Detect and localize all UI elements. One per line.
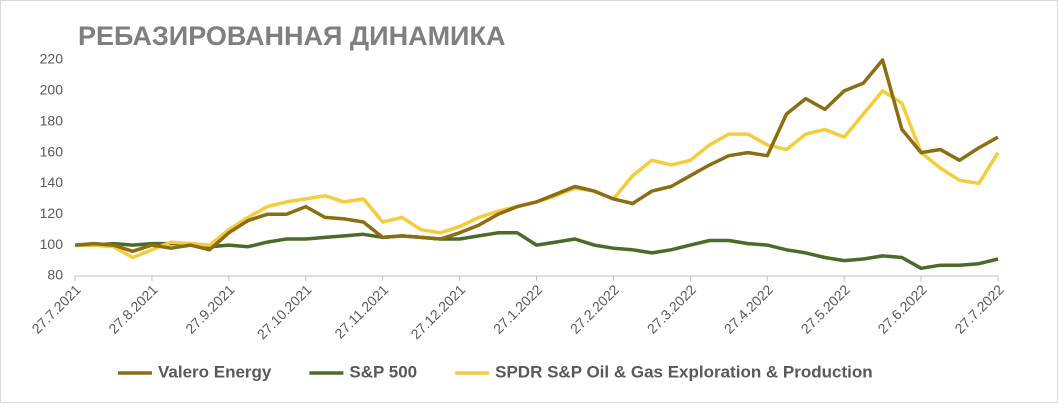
legend-label: Valero Energy	[158, 362, 272, 381]
legend-label: SPDR S&P Oil & Gas Exploration & Product…	[495, 362, 873, 381]
legend-item: SPDR S&P Oil & Gas Exploration & Product…	[455, 362, 873, 381]
y-tick-label: 120	[40, 205, 64, 221]
y-tick-label: 220	[40, 51, 64, 67]
legend-item: S&P 500	[309, 362, 417, 381]
legend-label: S&P 500	[349, 362, 417, 381]
series-line	[74, 58, 999, 254]
y-tick-label: 100	[40, 236, 64, 252]
y-tick-label: 200	[40, 82, 64, 98]
legend-item: Valero Energy	[118, 362, 272, 381]
y-tick-label: 80	[47, 267, 63, 283]
y-tick-label: 140	[40, 174, 64, 190]
chart-title: РЕБАЗИРОВАННАЯ ДИНАМИКА	[78, 21, 505, 51]
series-line	[75, 231, 999, 271]
y-tick-label: 160	[40, 143, 64, 159]
y-tick-label: 180	[40, 112, 64, 128]
